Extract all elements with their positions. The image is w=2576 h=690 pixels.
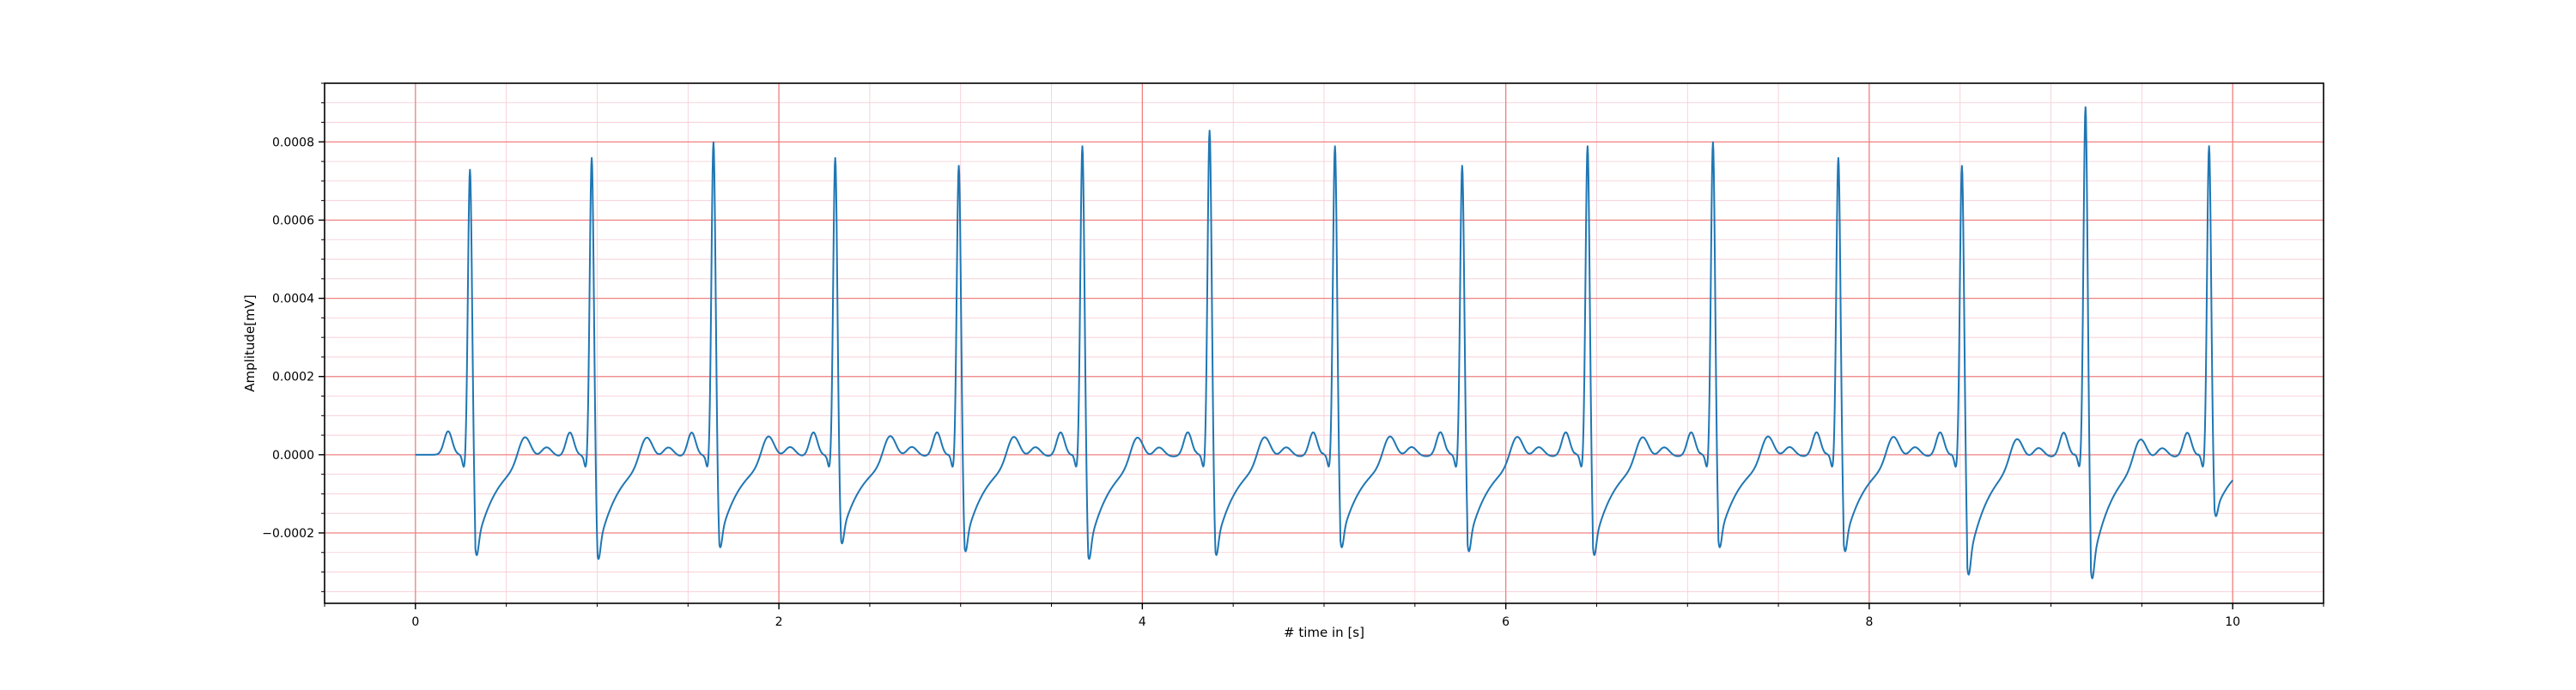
y-tick-label: 0.0000 (272, 449, 314, 463)
y-tick-label: 0.0004 (272, 293, 314, 306)
x-tick-label: 8 (1865, 615, 1873, 629)
x-tick-label: 10 (2225, 615, 2240, 629)
y-tick-label: 0.0008 (272, 136, 314, 149)
minor-grid (324, 82, 2324, 603)
x-axis-ticks: 0 2 4 6 8 10 (324, 603, 2324, 629)
y-tick-label: 0.0006 (272, 214, 314, 227)
y-tick-label: −0.0002 (262, 527, 314, 541)
y-tick-label: 0.0002 (272, 371, 314, 384)
x-axis-label: # time in [s] (1284, 625, 1364, 640)
ecg-series-line (415, 106, 2233, 579)
x-tick-label: 2 (775, 615, 783, 629)
y-axis-label: Amplitude[mV] (242, 294, 258, 391)
series-layer (415, 106, 2233, 579)
y-axis-ticks: −0.0002 0.0000 0.0002 0.0004 0.0006 0.0008 (262, 82, 325, 592)
x-tick-label: 6 (1502, 615, 1510, 629)
x-tick-label: 0 (411, 615, 419, 629)
x-tick-label: 4 (1139, 615, 1146, 629)
